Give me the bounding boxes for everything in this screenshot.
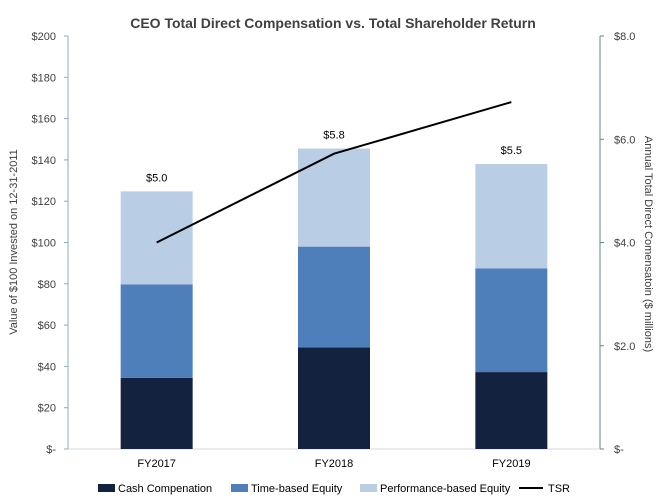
bar-segment [298, 148, 370, 247]
labels: $5.0 $5.8 $5.5 [146, 130, 522, 185]
y-tick-label: $20 [38, 403, 56, 415]
tsr-line [156, 101, 512, 244]
axes: $- $20 $40 $60 $80 $100 $120 $140 $160 $180 $200 $-… [32, 31, 636, 470]
bar-segment [120, 284, 193, 378]
legend-swatch [360, 484, 377, 492]
y-tick-label: $140 [32, 155, 56, 167]
bar-segment [298, 347, 370, 449]
y2-tick-label: $- [614, 444, 624, 456]
bar-total-label: $5.0 [146, 172, 167, 184]
y-tick-label: $60 [38, 320, 56, 332]
y-tick-label: $- [46, 444, 56, 456]
x-tick-label: FY2019 [492, 458, 531, 470]
bar-segment [120, 377, 193, 449]
bars [120, 148, 548, 449]
x-tick-label: FY2018 [315, 458, 354, 470]
y-tick-label: $200 [32, 31, 56, 43]
legend-swatch [98, 484, 115, 492]
x-tick-label: FY2017 [137, 458, 176, 470]
bar-segment [298, 246, 370, 348]
bar-segment [475, 372, 548, 449]
bar-total-label: $5.5 [501, 145, 522, 157]
bar-segment [475, 164, 548, 269]
legend-label: TSR [548, 483, 570, 495]
legend-label: Time-based Equity [251, 483, 343, 495]
bar-total-label: $5.8 [323, 130, 344, 142]
tsr-line-group [156, 101, 512, 244]
y2-tick-label: $4.0 [614, 238, 635, 250]
y-tick-label: $80 [38, 279, 56, 291]
legend: Cash Compenation Time-based Equity Perform… [98, 483, 570, 495]
legend-label: Cash Compenation [118, 483, 212, 495]
y-tick-label: $180 [32, 72, 56, 84]
bar-segment [120, 191, 193, 285]
y-tick-label: $120 [32, 196, 56, 208]
y-tick-label: $160 [32, 114, 56, 126]
y-axis-title: Value of $100 Invested on 12-31-2011 [8, 149, 20, 335]
chart-title: CEO Total Direct Compensation vs. Total … [130, 15, 536, 31]
y2-tick-label: $2.0 [614, 341, 635, 353]
y2-tick-label: $8.0 [614, 31, 635, 43]
bar-segment [475, 268, 548, 373]
legend-label: Performance-based Equity [380, 483, 511, 495]
legend-swatch [231, 484, 248, 492]
y-tick-label: $40 [38, 361, 56, 373]
y-tick-label: $100 [32, 238, 56, 250]
y2-axis-title: Annual Total Direct Comensatoin ($ milli… [642, 136, 654, 352]
y2-tick-label: $6.0 [614, 134, 635, 146]
